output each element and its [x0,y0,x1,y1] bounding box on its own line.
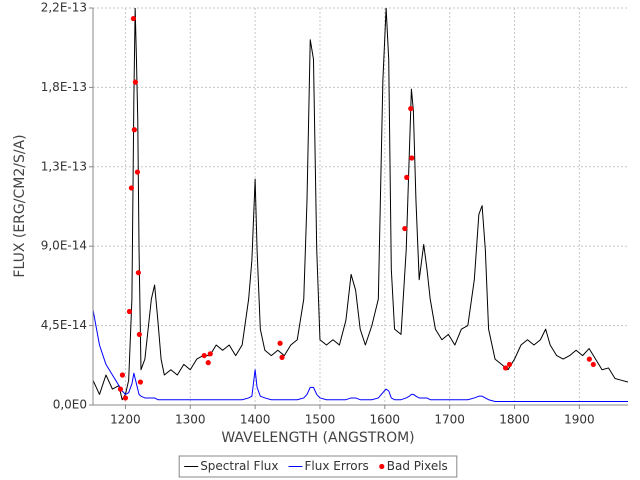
plot-area [93,8,628,405]
data [93,8,628,402]
bad-pixel [137,379,144,385]
x-tick-label: 1400 [240,413,271,427]
x-tick-label: 1700 [434,413,465,427]
bad-pixel [205,360,211,366]
bad-pixel [126,308,133,315]
bad-pixel [119,372,126,378]
bad-pixel [136,331,142,338]
bad-pixel [279,354,285,360]
bad-pixel [502,365,509,371]
y-tick-label: 9,0E-14 [41,239,87,253]
bad-pixel [132,79,139,85]
bad-pixel [201,352,207,359]
y-tick-label: 4,5E-14 [41,318,87,332]
bad-pixel [409,155,415,161]
bad-pixel [404,174,410,180]
x-axis-title: WAVELENGTH (ANGSTROM) [221,430,414,446]
legend-symbol [379,463,385,470]
bad-pixel [277,340,283,346]
bad-pixel [135,270,141,276]
series-line [93,8,628,401]
series-line [93,309,628,402]
bad-pixel [122,395,129,401]
legend-label: Bad Pixels [387,459,448,473]
bad-pixel [131,127,137,133]
y-tick-label: 2,2E-13 [41,1,87,15]
bad-pixel [408,105,414,112]
bad-pixel [117,386,124,392]
legend: Spectral Flux Flux Errors Bad Pixels [178,455,458,478]
y-tick-label: 1,3E-13 [41,159,87,173]
x-tick-label: 1500 [305,413,336,427]
y-tick-label: 0,0E0 [53,398,87,412]
bad-pixel [402,225,408,232]
bad-pixel [130,15,137,22]
bad-pixel [590,361,596,368]
legend-label: Spectral Flux [200,459,278,473]
bad-pixel [506,361,513,368]
x-tick-label: 1900 [564,413,595,427]
legend-box [178,455,458,478]
y-axis-title: FLUX (ERG/CM2/S/A) [12,134,28,277]
x-tick-label: 1600 [370,413,401,427]
bad-pixel [207,351,213,357]
bad-pixel [128,185,134,191]
bad-pixel [134,169,141,175]
x-tick-label: 1300 [175,413,206,427]
legend-label: Flux Errors [305,459,369,473]
x-tick-label: 1800 [499,413,530,427]
y-tick-label: 1,8E-13 [41,80,87,94]
bad-pixel [586,356,592,362]
x-tick-label: 1200 [110,413,141,427]
